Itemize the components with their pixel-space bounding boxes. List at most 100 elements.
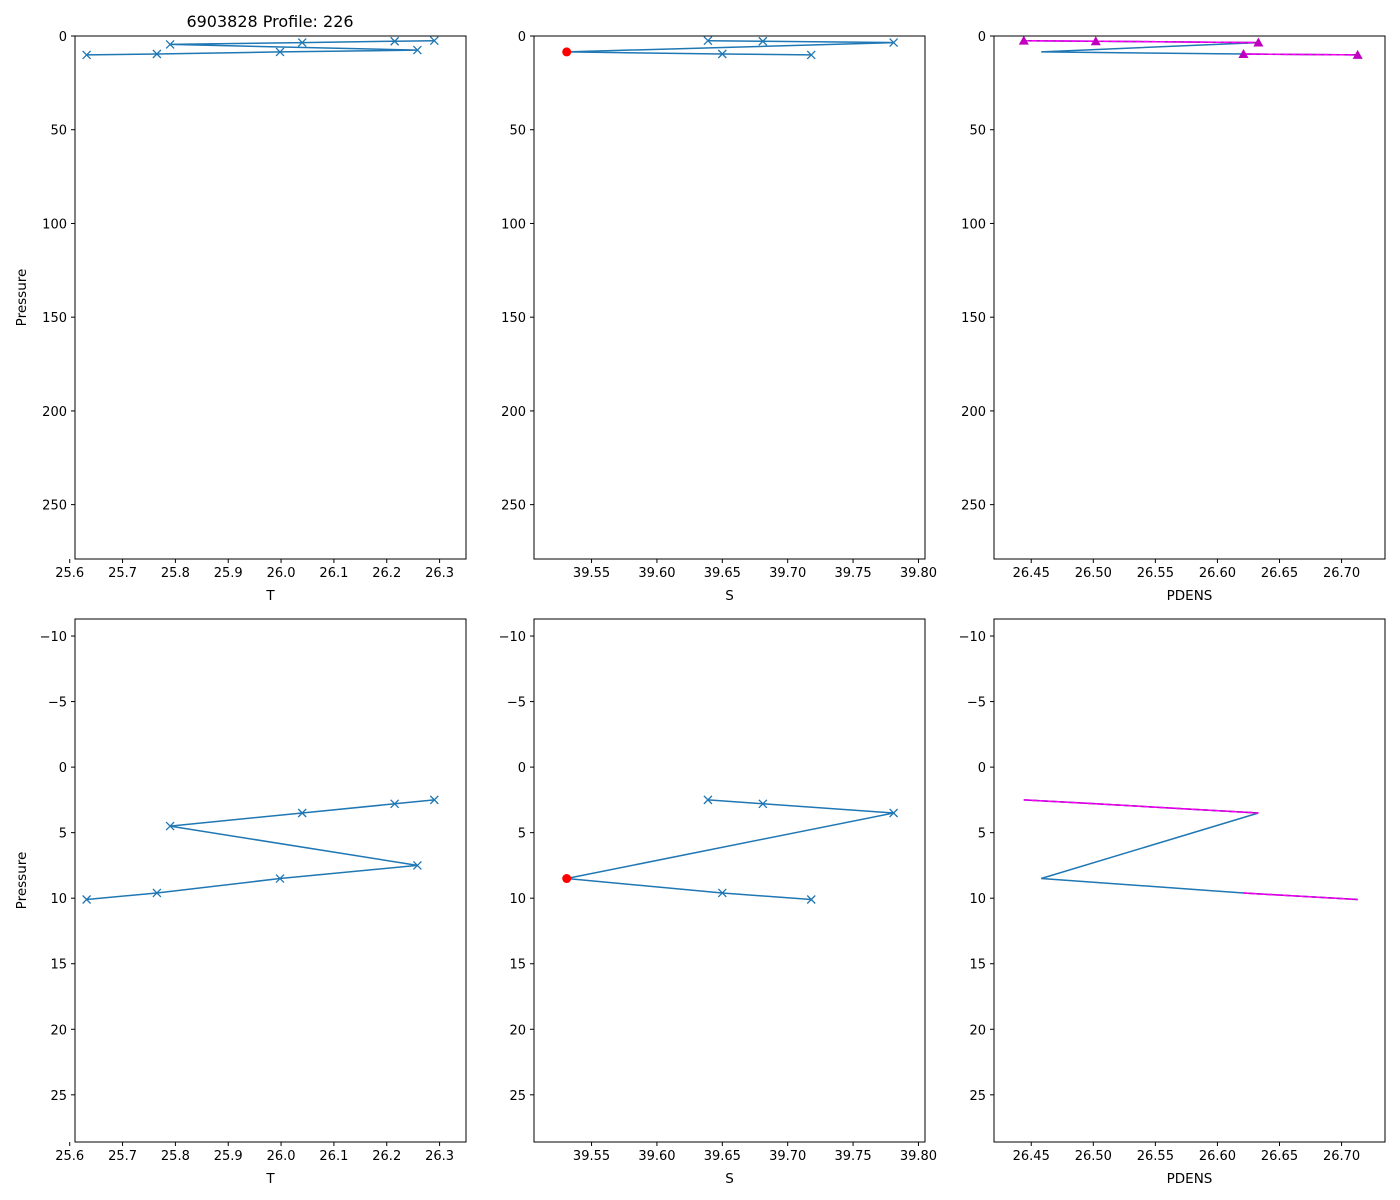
- x-tick-label: 26.70: [1323, 566, 1360, 581]
- x-tick-label: 26.55: [1137, 566, 1174, 581]
- plot-area: [1023, 799, 1358, 901]
- y-tick-label: 200: [42, 405, 67, 420]
- data-point-x: [429, 795, 439, 805]
- flagged-triangle: [1352, 49, 1363, 59]
- data-point-x: [889, 808, 899, 818]
- y-axis-label: Pressure: [14, 269, 30, 327]
- y-tick-label: 50: [969, 124, 986, 139]
- data-point-x: [390, 799, 400, 809]
- data-point-x: [889, 38, 899, 48]
- data-point-x: [806, 50, 816, 60]
- data-point-x: [390, 36, 400, 46]
- x-tick-label: 26.0: [267, 566, 296, 581]
- x-axis-label: S: [725, 1171, 734, 1187]
- data-point-x: [82, 50, 92, 60]
- profile-line: [86, 799, 435, 901]
- chart-bottom-T: 25.6 25.7 25.8 25.9 26.0 26.1 26.2 26.3 −10 −5 0 5 1…: [14, 618, 467, 1187]
- y-tick-label: 200: [501, 405, 526, 420]
- x-tick-label: 25.8: [161, 566, 190, 581]
- x-tick-label: 25.6: [55, 566, 84, 581]
- x-tick-label: 39.70: [769, 1149, 806, 1164]
- y-tick-label: 50: [50, 124, 67, 139]
- y-tick-label: 10: [50, 892, 67, 907]
- profile-line: [86, 39, 435, 56]
- x-tick-label: 39.60: [638, 1149, 675, 1164]
- x-axis-label: T: [265, 1171, 275, 1187]
- flag-segment-line: [1023, 799, 1259, 814]
- chart-top-S: 39.55 39.60 39.65 39.70 39.75 39.80 0 50 100 150 2…: [501, 30, 937, 604]
- x-tick-label: 39.55: [573, 566, 610, 581]
- x-axis-label: T: [265, 588, 275, 604]
- axes-frame: [993, 35, 1386, 560]
- data-point-x: [429, 36, 439, 46]
- flagged-triangle: [1090, 36, 1101, 46]
- y-axis-label: Pressure: [14, 852, 30, 910]
- data-point-x: [82, 895, 92, 904]
- profile-line: [566, 799, 894, 901]
- flagged-triangle: [1253, 37, 1264, 47]
- y-tick-label: 100: [42, 217, 67, 232]
- plot-area: [82, 795, 439, 904]
- data-point-x: [717, 49, 727, 59]
- data-point-x: [412, 45, 422, 55]
- y-tick-label: 25: [509, 1089, 526, 1104]
- x-tick-label: 26.70: [1323, 1149, 1360, 1164]
- y-tick-label: −10: [499, 630, 526, 645]
- y-tick-label: 150: [961, 311, 986, 326]
- plot-area: [1018, 36, 1363, 59]
- y-tick-label: 20: [969, 1023, 986, 1038]
- x-tick-label: 25.7: [108, 1149, 137, 1164]
- data-point-x: [717, 888, 727, 898]
- profile-line: [566, 39, 894, 56]
- y-tick-label: 5: [518, 827, 526, 842]
- x-tick-label: 26.45: [1013, 566, 1050, 581]
- x-tick-label: 39.65: [704, 1149, 741, 1164]
- x-tick-label: 25.8: [161, 1149, 190, 1164]
- x-tick-label: 25.9: [214, 566, 243, 581]
- data-point-x: [275, 47, 285, 57]
- x-tick-label: 26.1: [319, 1149, 348, 1164]
- x-tick-label: 26.65: [1261, 1149, 1298, 1164]
- flagged-point: [562, 47, 572, 57]
- x-tick-label: 26.2: [372, 1149, 401, 1164]
- data-point-x: [703, 795, 713, 805]
- data-point-x: [758, 36, 768, 46]
- figure-title: 6903828 Profile: 226: [186, 12, 353, 31]
- x-tick-label: 26.2: [372, 566, 401, 581]
- x-tick-label: 26.1: [319, 566, 348, 581]
- x-tick-label: 26.65: [1261, 566, 1298, 581]
- x-tick-label: 26.55: [1137, 1149, 1174, 1164]
- y-tick-label: −5: [967, 696, 986, 711]
- axes-frame: [993, 618, 1386, 1143]
- y-tick-label: 15: [50, 958, 67, 973]
- data-point-x: [152, 49, 162, 59]
- chart-bottom-PDENS: 26.45 26.50 26.55 26.60 26.65 26.70 −10 −5 0 5 10 1…: [959, 618, 1386, 1187]
- y-tick-label: 250: [961, 499, 986, 514]
- y-tick-label: 50: [509, 124, 526, 139]
- y-tick-label: −5: [48, 696, 67, 711]
- y-tick-label: 20: [50, 1023, 67, 1038]
- x-tick-label: 39.60: [638, 566, 675, 581]
- profile-line: [1023, 39, 1358, 56]
- x-tick-label: 39.55: [573, 1149, 610, 1164]
- y-tick-label: 25: [969, 1089, 986, 1104]
- x-tick-label: 25.9: [214, 1149, 243, 1164]
- y-tick-label: 150: [501, 311, 526, 326]
- profile-line: [1023, 799, 1358, 901]
- y-tick-label: 15: [969, 958, 986, 973]
- x-tick-label: 26.50: [1075, 1149, 1112, 1164]
- flagged-point: [562, 874, 572, 884]
- y-tick-label: 20: [509, 1023, 526, 1038]
- data-point-x: [275, 874, 285, 883]
- y-tick-label: 0: [978, 761, 986, 776]
- axes-frame: [533, 618, 926, 1143]
- data-point-x: [758, 799, 768, 809]
- y-tick-label: 0: [59, 30, 67, 45]
- x-tick-label: 26.3: [425, 566, 454, 581]
- x-tick-label: 26.60: [1199, 566, 1236, 581]
- x-tick-label: 26.50: [1075, 566, 1112, 581]
- y-tick-label: 250: [501, 499, 526, 514]
- data-point-x: [152, 888, 162, 898]
- y-tick-label: 0: [59, 761, 67, 776]
